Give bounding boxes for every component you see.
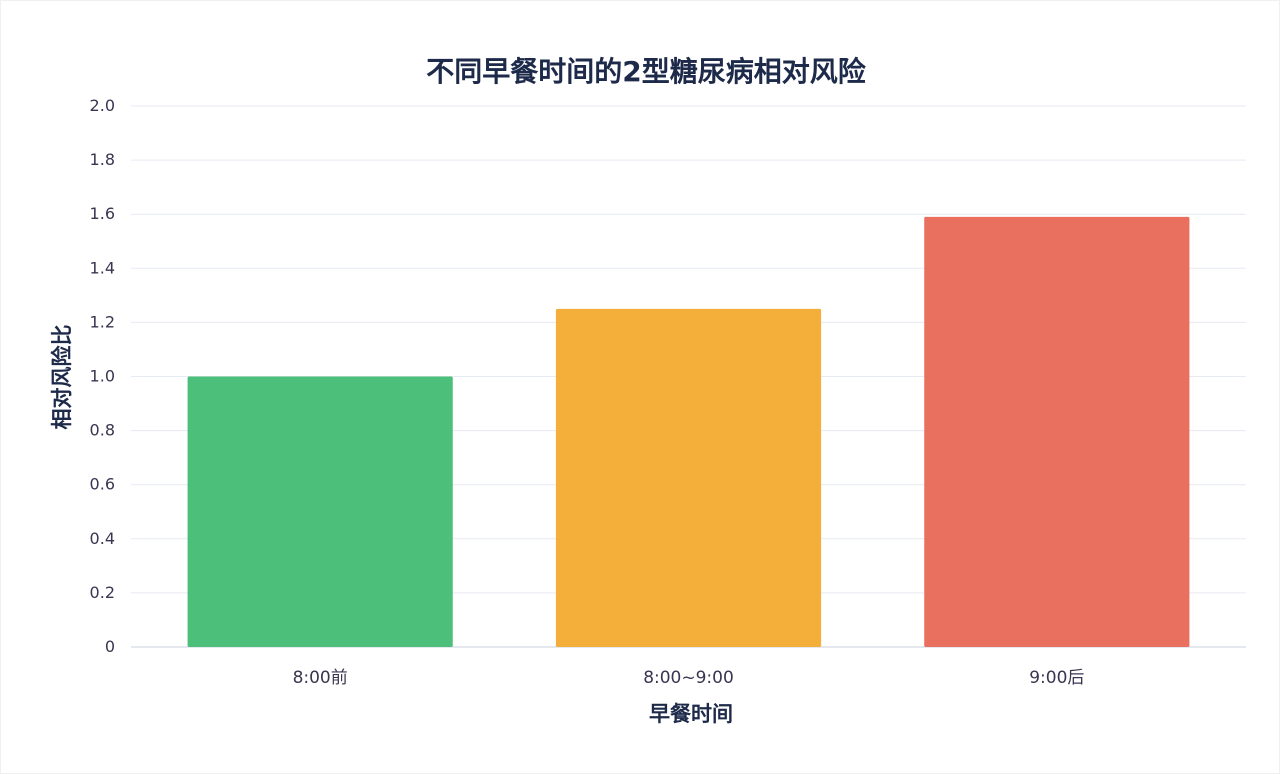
y-tick-label: 1.8 [90,150,115,169]
y-tick-label: 0.8 [90,421,115,440]
y-tick-label: 0.2 [90,583,115,602]
bar-3 [924,216,1190,647]
bar-1 [187,376,453,647]
y-tick-label: 1.0 [90,367,115,386]
chart-title: 不同早餐时间的2型糖尿病相对风险 [426,55,866,88]
y-tick-label: 1.6 [90,204,115,223]
x-axis-ticks: 8:00前 8:00~9:00 9:00后 [293,668,1085,688]
x-tick-label: 9:00后 [1029,668,1084,688]
y-axis-title: 相对风险比 [50,325,74,430]
x-tick-label: 8:00~9:00 [643,668,734,688]
y-axis-ticks: 0 0.2 0.4 0.6 0.8 1.0 1.2 1.4 1.6 1.8 2.0 [90,96,115,656]
y-tick-label: 0.6 [90,475,115,494]
y-tick-label: 0.4 [90,529,115,548]
bars [187,216,1190,647]
y-tick-label: 1.4 [90,258,115,277]
y-tick-label: 0 [105,637,115,656]
y-tick-label: 1.2 [90,312,115,331]
bar-2 [555,308,822,647]
x-axis-title: 早餐时间 [649,702,733,726]
x-tick-label: 8:00前 [293,668,348,688]
y-tick-label: 2.0 [90,96,115,115]
